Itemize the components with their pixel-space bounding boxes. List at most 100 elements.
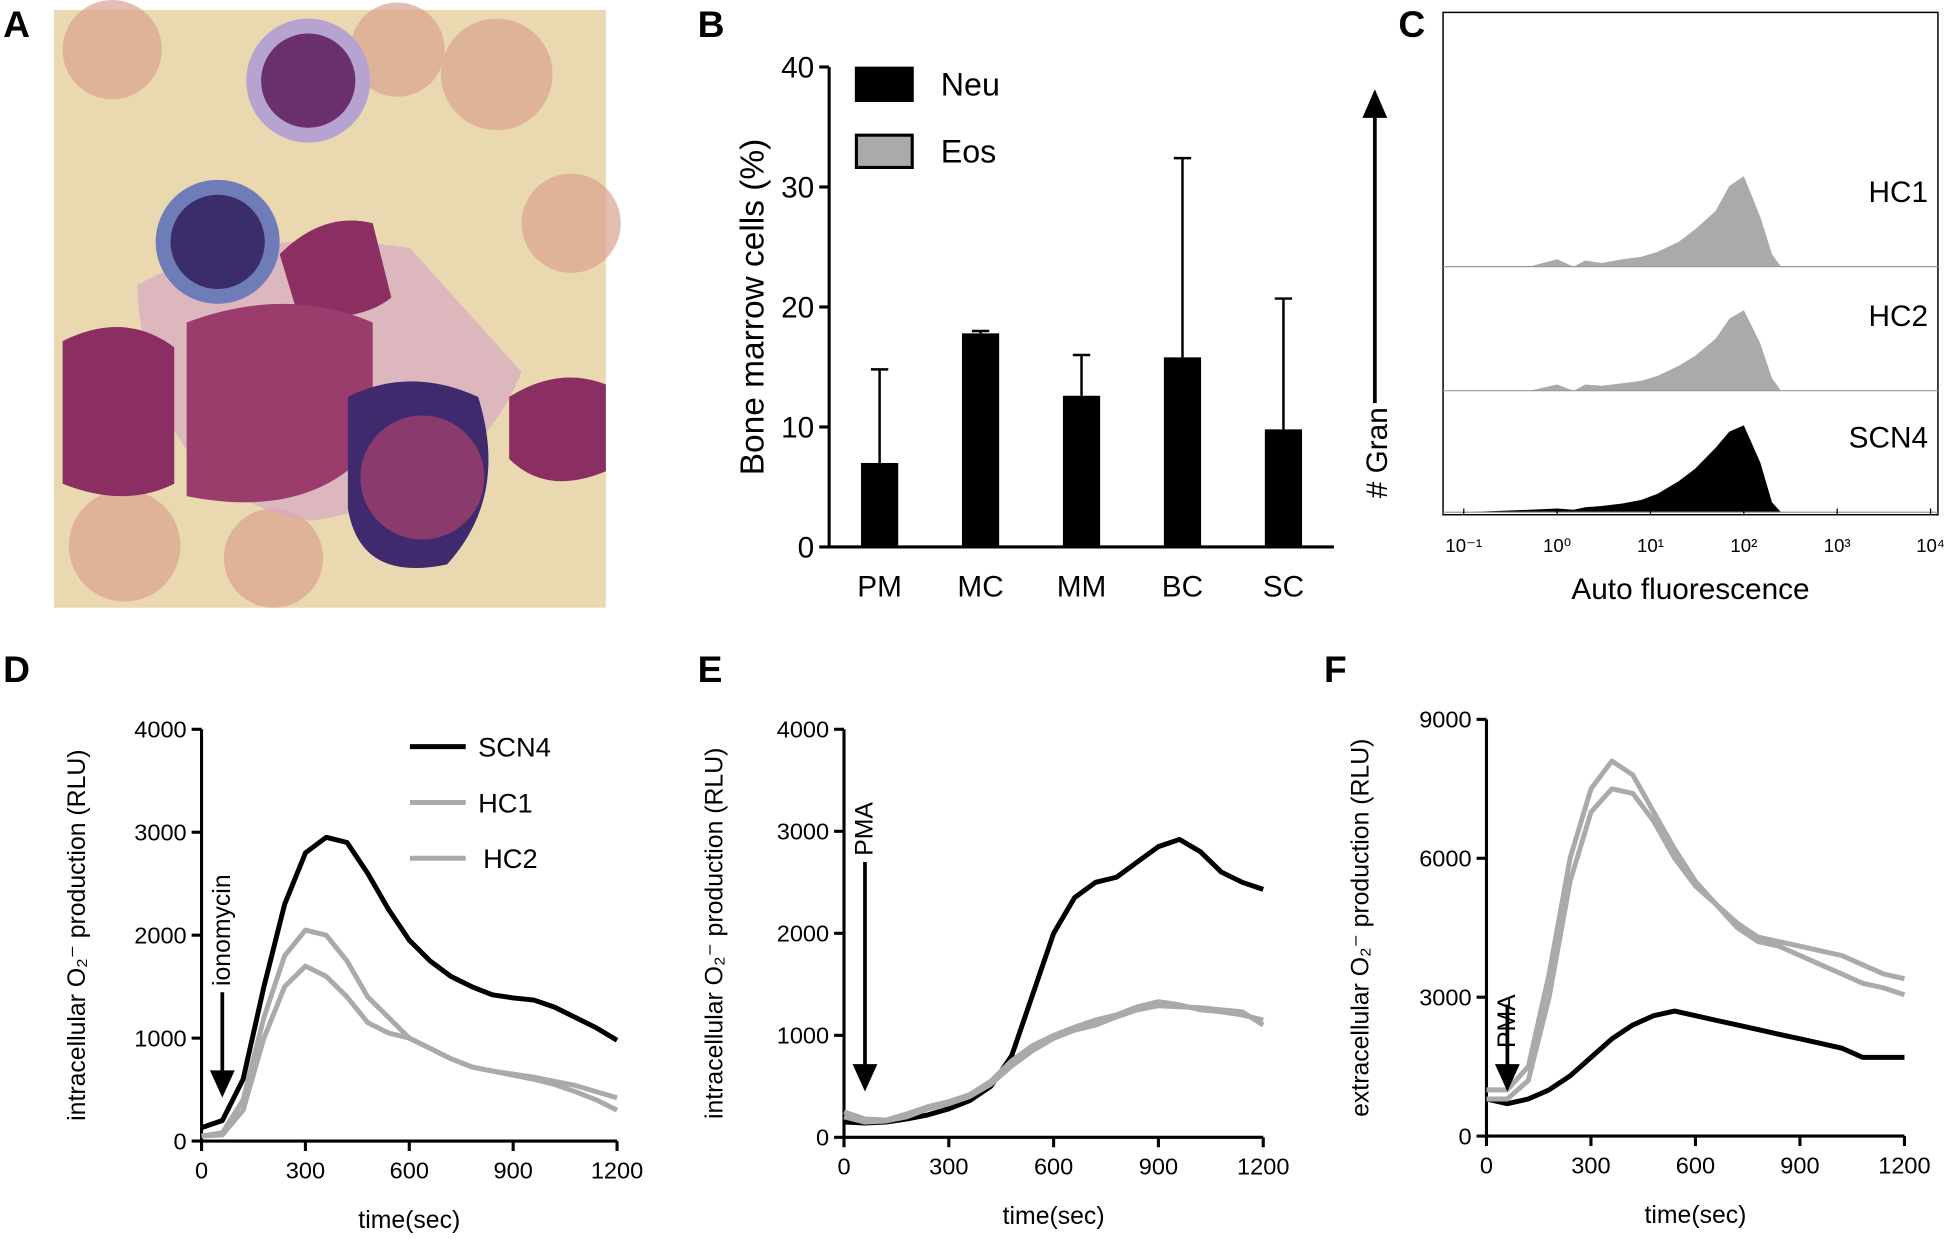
row-label: SCN4 bbox=[1849, 422, 1928, 455]
x-tick-label: 10³ bbox=[1824, 535, 1851, 556]
y-tick-label: 0 bbox=[1458, 1123, 1471, 1149]
y-tick-label: 3000 bbox=[777, 819, 829, 845]
x-tick-label: 10⁰ bbox=[1543, 535, 1571, 556]
panel-label: A bbox=[3, 3, 30, 45]
x-tick-label: 0 bbox=[195, 1157, 208, 1183]
y-axis-label: # Gran bbox=[1361, 407, 1394, 498]
line-series bbox=[1485, 1008, 1905, 1107]
y-tick-label: 40 bbox=[781, 51, 814, 84]
panel-label: B bbox=[698, 3, 725, 45]
plot-frame bbox=[1442, 11, 1939, 516]
error-bar bbox=[1173, 156, 1192, 358]
histogram-area bbox=[1463, 310, 1782, 391]
x-tick-label: 0 bbox=[1480, 1152, 1493, 1178]
x-tick-label: 600 bbox=[1034, 1154, 1073, 1180]
legend-label: Neu bbox=[941, 67, 1000, 103]
x-tick-label: MM bbox=[1057, 571, 1107, 604]
x-tick-label: MC bbox=[957, 571, 1003, 604]
y-axis-label: extracellular O₂⁻ production (RLU) bbox=[1348, 739, 1375, 1117]
x-axis-label: time(sec) bbox=[358, 1207, 460, 1234]
error-bar bbox=[971, 329, 990, 334]
chart: HC1 HC2 SCN4 10⁻¹ 10⁰ 10¹ 10² 10³ 10⁴ Auto fluore… bbox=[1361, 11, 1945, 606]
x-tick-label: 10⁴ bbox=[1916, 535, 1945, 556]
error-bar bbox=[1072, 353, 1091, 396]
x-axis-label: time(sec) bbox=[1644, 1202, 1746, 1229]
x-tick-label: BC bbox=[1162, 571, 1203, 604]
x-tick-label: PM bbox=[857, 571, 902, 604]
x-tick-label: 900 bbox=[1780, 1152, 1819, 1178]
y-tick-label: 0 bbox=[816, 1125, 829, 1151]
x-tick-label: 10² bbox=[1730, 535, 1757, 556]
y-tick-label: 2000 bbox=[777, 921, 829, 947]
row-label: HC2 bbox=[1868, 300, 1928, 333]
x-tick-label: SC bbox=[1263, 571, 1304, 604]
line-series bbox=[843, 1003, 1265, 1125]
y-tick-label: 0 bbox=[798, 531, 815, 564]
y-tick-label: 4000 bbox=[134, 717, 186, 743]
error-bar bbox=[870, 368, 889, 463]
chart: 0 10 20 30 40 Bone marrow cells (%) PM MC MM BC SC… bbox=[734, 51, 1334, 604]
x-tick-label: 900 bbox=[1139, 1154, 1178, 1180]
annotation: PMA bbox=[851, 802, 878, 856]
x-tick-label: 10¹ bbox=[1637, 535, 1664, 556]
panel-labels: A B C D E F bbox=[3, 3, 1425, 690]
legend-label: HC2 bbox=[483, 843, 538, 874]
annotation: ionomycin bbox=[209, 874, 236, 986]
annotation-arrowhead bbox=[1494, 1064, 1520, 1092]
y-axis-label: intracellular O₂⁻ production (RLU) bbox=[701, 748, 728, 1119]
y-tick-label: 9000 bbox=[1419, 707, 1471, 733]
annotation-arrowhead bbox=[209, 1070, 235, 1098]
chart: 0 1000 2000 3000 4000 intracellular O₂⁻ produ… bbox=[64, 717, 643, 1234]
x-tick-label: 10⁻¹ bbox=[1445, 535, 1482, 556]
micrograph bbox=[53, 0, 621, 608]
y-tick-label: 6000 bbox=[1419, 846, 1471, 872]
x-axis-label: Auto fluorescence bbox=[1571, 573, 1809, 606]
histogram-area bbox=[1463, 176, 1782, 267]
y-tick-label: 3000 bbox=[134, 819, 186, 845]
legend-label: HC1 bbox=[478, 787, 533, 818]
y-tick-label: 1000 bbox=[777, 1023, 829, 1049]
y-tick-label: 30 bbox=[781, 171, 814, 204]
line-series bbox=[201, 963, 619, 1139]
x-tick-label: 900 bbox=[494, 1157, 533, 1183]
bar bbox=[1062, 395, 1101, 547]
legend-label: Eos bbox=[941, 133, 997, 169]
panel-label: D bbox=[3, 648, 30, 690]
legend-label: SCN4 bbox=[478, 732, 551, 763]
y-tick-label: 1000 bbox=[134, 1025, 186, 1051]
y-tick-label: 20 bbox=[781, 291, 814, 324]
legend-swatch bbox=[854, 66, 914, 103]
y-arrowhead bbox=[1362, 89, 1388, 118]
line-series bbox=[200, 834, 619, 1131]
bar bbox=[861, 462, 899, 547]
x-tick-label: 300 bbox=[929, 1154, 968, 1180]
x-tick-label: 1200 bbox=[591, 1157, 643, 1183]
y-tick-label: 3000 bbox=[1419, 984, 1471, 1010]
bar bbox=[1163, 357, 1202, 547]
x-tick-label: 1200 bbox=[1237, 1154, 1289, 1180]
annotation-arrowhead bbox=[852, 1064, 878, 1092]
line-series bbox=[1486, 786, 1906, 1102]
y-tick-label: 2000 bbox=[134, 922, 186, 948]
bar bbox=[1264, 429, 1303, 547]
bar bbox=[961, 333, 1000, 547]
panel-label: C bbox=[1398, 3, 1425, 45]
y-axis-label: intracellular O₂⁻ production (RLU) bbox=[64, 749, 91, 1120]
y-axis-label: Bone marrow cells (%) bbox=[734, 139, 771, 476]
row-label: HC1 bbox=[1868, 176, 1928, 209]
x-tick-label: 1200 bbox=[1878, 1152, 1930, 1178]
x-tick-label: 300 bbox=[1571, 1152, 1610, 1178]
y-tick-label: 4000 bbox=[777, 717, 829, 743]
line-series bbox=[843, 999, 1264, 1123]
x-axis-label: time(sec) bbox=[1003, 1203, 1105, 1230]
line-series bbox=[1486, 758, 1905, 1093]
x-tick-label: 0 bbox=[837, 1154, 850, 1180]
panel-label: F bbox=[1324, 648, 1347, 690]
error-bar bbox=[1274, 297, 1293, 430]
line-series bbox=[843, 836, 1265, 1126]
y-tick-label: 10 bbox=[781, 411, 814, 444]
x-tick-label: 600 bbox=[1676, 1152, 1715, 1178]
